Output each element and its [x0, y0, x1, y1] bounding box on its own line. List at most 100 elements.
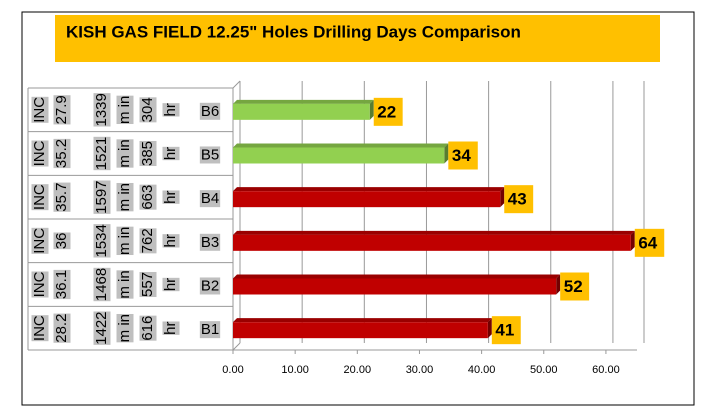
- label-bg: [199, 277, 221, 295]
- bar-end: [556, 274, 561, 295]
- row-label: hr: [162, 103, 179, 116]
- data-label-bg: [373, 97, 403, 126]
- x-tick-label: 30.00: [406, 364, 434, 376]
- label-bg: [116, 313, 134, 343]
- label-bg: [93, 136, 111, 171]
- label-bg: [31, 140, 49, 167]
- row-label: m in: [116, 270, 133, 298]
- bar: [233, 274, 561, 295]
- bar: [233, 143, 449, 164]
- row-label: hr: [162, 234, 179, 247]
- category-label: B5: [201, 146, 219, 163]
- row-labels: INC 28.2 1422 m in 616 hr B1 INC 36.1 1468 m in 557…: [27, 87, 233, 351]
- label-bg: [199, 102, 221, 120]
- x-tick-label: 10.00: [281, 364, 309, 376]
- label-bg: [162, 190, 180, 204]
- x-tick-label: 60.00: [592, 364, 620, 376]
- row-label: hr: [162, 147, 179, 160]
- bar-front: [233, 103, 370, 120]
- row-label: 1521: [93, 137, 110, 170]
- label-bg: [139, 184, 157, 210]
- bar-top: [233, 230, 635, 235]
- row-label: 1534: [93, 224, 110, 257]
- bar-end: [630, 230, 635, 251]
- category-label: B6: [201, 103, 219, 120]
- row-label: 385: [139, 141, 156, 166]
- label-bg: [116, 226, 134, 256]
- data-label: 41: [495, 321, 514, 340]
- bar: [233, 187, 505, 208]
- label-bg: [31, 96, 49, 123]
- title-box: [55, 15, 660, 62]
- row-label: m in: [116, 139, 133, 167]
- row-label: m in: [116, 96, 133, 124]
- row-label: m in: [116, 183, 133, 211]
- row-label: m in: [116, 227, 133, 255]
- row-label: 36.1: [53, 270, 70, 299]
- label-bg: [31, 315, 49, 342]
- row-label: hr: [162, 190, 179, 203]
- bar-end: [369, 99, 374, 120]
- bar-end: [487, 318, 492, 339]
- row-label: INC: [31, 315, 48, 341]
- row-label: INC: [31, 140, 48, 166]
- label-bg: [162, 277, 180, 292]
- category-label: B2: [201, 277, 219, 294]
- label-bg: [93, 267, 111, 302]
- label-bg: [53, 182, 71, 212]
- label-bg: [53, 232, 71, 250]
- row-label: 1597: [93, 180, 110, 213]
- bar-top: [233, 143, 449, 148]
- label-bg: [162, 234, 180, 248]
- data-label-bg: [448, 141, 478, 170]
- label-bg: [116, 182, 134, 212]
- row-label: m in: [116, 314, 133, 342]
- category-label: B3: [201, 234, 219, 251]
- row-label: 35.7: [53, 183, 70, 212]
- data-label: 34: [452, 146, 471, 165]
- bar: [233, 230, 635, 251]
- row-label: 557: [139, 272, 156, 297]
- label-bg: [116, 95, 134, 125]
- row-label: INC: [31, 271, 48, 297]
- bar: [233, 99, 374, 120]
- row-label: 663: [139, 185, 156, 210]
- chart-title: KISH GAS FIELD 12.25" Holes Drilling Day…: [66, 22, 521, 41]
- bar-front: [233, 234, 631, 251]
- label-bg: [199, 233, 221, 251]
- row-label: 616: [139, 316, 156, 341]
- data-label: 52: [564, 277, 583, 296]
- bar-top: [233, 318, 492, 323]
- row-label: 1422: [93, 311, 110, 344]
- label-bg: [53, 138, 71, 169]
- x-tick-label: 20.00: [344, 364, 372, 376]
- label-bg: [93, 180, 111, 214]
- label-bg: [53, 269, 71, 300]
- label-bg: [53, 95, 71, 125]
- label-bg: [139, 97, 157, 123]
- label-bg: [31, 227, 49, 254]
- data-label-bg: [491, 316, 521, 345]
- chart-frame: [21, 11, 695, 406]
- row-label: hr: [162, 321, 179, 334]
- label-bg: [199, 321, 221, 339]
- floor-edge: [232, 342, 241, 351]
- row-label: 1339: [93, 93, 110, 126]
- wall-edge: [232, 80, 241, 89]
- label-bg: [139, 315, 157, 341]
- row-label: 27.9: [53, 95, 70, 124]
- label-bg: [139, 271, 157, 298]
- row-label: 28.2: [53, 314, 70, 343]
- label-bg: [139, 140, 157, 167]
- label-bg: [93, 93, 111, 127]
- row-label: hr: [162, 278, 179, 291]
- label-bg: [31, 184, 49, 211]
- label-bg: [139, 228, 157, 254]
- label-bg: [162, 103, 180, 117]
- label-bg: [199, 146, 221, 164]
- data-label-bg: [504, 185, 534, 214]
- label-bg: [162, 321, 180, 335]
- row-label: 762: [139, 228, 156, 253]
- label-bg: [162, 146, 180, 161]
